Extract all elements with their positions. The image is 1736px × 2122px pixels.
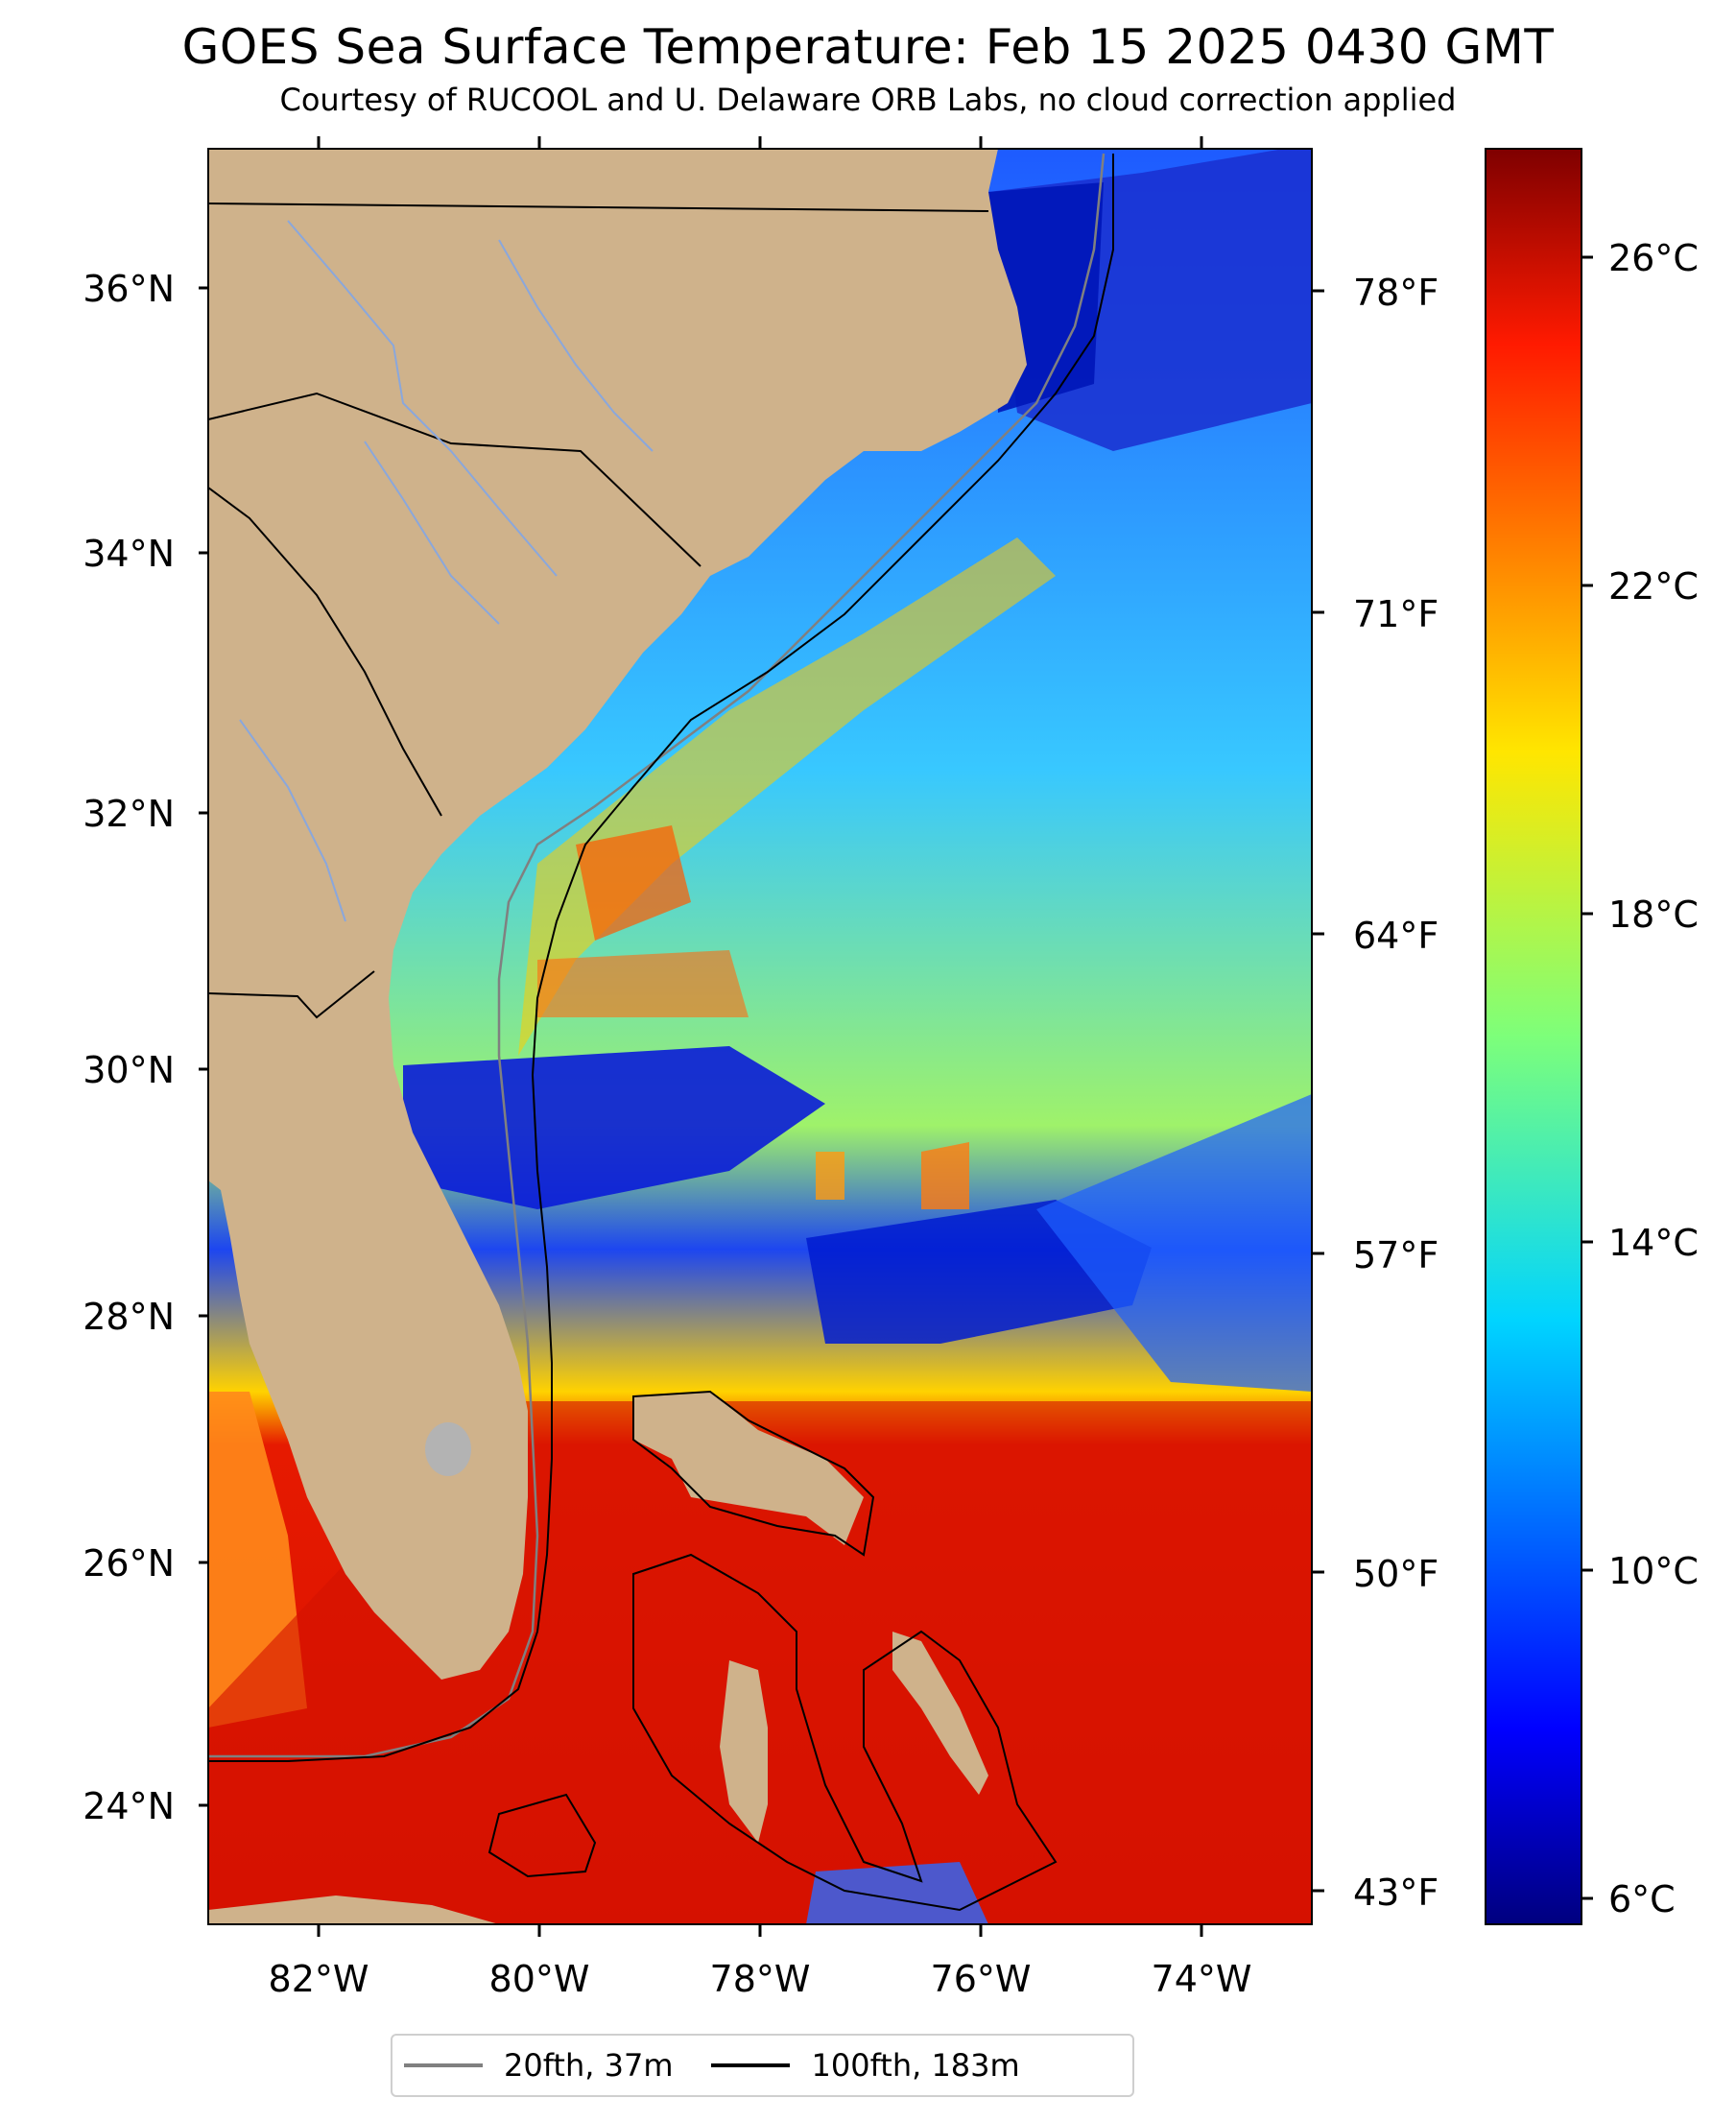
f-tick-57: 57°F — [1353, 1234, 1439, 1276]
island-grand-bahama — [633, 1392, 864, 1545]
lat-tick-26: 26°N — [83, 1542, 175, 1585]
bahamas-bank-100fth — [632, 1390, 875, 1557]
isobath-legend: 20fth, 37m 100fth, 183m — [391, 2034, 1134, 2097]
fahrenheit-axis: 78°F 71°F 64°F 57°F 50°F 43°F — [1312, 272, 1439, 1914]
lon-tick-76: 76°W — [931, 1958, 1032, 2000]
c-tick-6: 6°C — [1608, 1878, 1676, 1920]
lat-tick-34: 34°N — [83, 533, 175, 575]
legend-item-100fth: 100fth, 183m — [711, 2047, 1020, 2084]
island-andros — [720, 1660, 768, 1843]
lat-tick-36: 36°N — [83, 268, 175, 310]
f-tick-71: 71°F — [1353, 593, 1439, 635]
island-eleuthera — [892, 1632, 988, 1795]
longitude-axis: 82°W 80°W 78°W 76°W 74°W — [269, 136, 1252, 2000]
c-tick-26: 26°C — [1608, 237, 1699, 279]
legend-label-20fth: 20fth, 37m — [504, 2047, 674, 2084]
c-tick-10: 10°C — [1608, 1550, 1699, 1592]
f-tick-50: 50°F — [1353, 1553, 1439, 1595]
lat-tick-28: 28°N — [83, 1296, 175, 1338]
legend-item-20fth: 20fth, 37m — [404, 2047, 673, 2084]
colorbar: 26°C 22°C 18°C 14°C 10°C 6°C — [1485, 148, 1699, 1925]
colorbar-gradient — [1485, 148, 1582, 1925]
c-tick-14: 14°C — [1608, 1222, 1699, 1264]
c-tick-22: 22°C — [1608, 565, 1699, 608]
lon-tick-74: 74°W — [1152, 1958, 1252, 2000]
island-cuba — [208, 1895, 499, 1924]
latitude-axis: 24°N 26°N 28°N 30°N 32°N 34°N 36°N — [83, 268, 208, 1827]
f-tick-64: 64°F — [1353, 915, 1439, 957]
lat-tick-24: 24°N — [83, 1785, 175, 1827]
legend-swatch-20fth — [404, 2063, 483, 2067]
land-areas — [208, 149, 1027, 1924]
lon-tick-82: 82°W — [269, 1958, 369, 2000]
isobath-lines — [208, 153, 1114, 1912]
isobath-20fth — [208, 153, 1106, 1758]
f-tick-78: 78°F — [1353, 272, 1439, 314]
lon-tick-80: 80°W — [489, 1958, 590, 2000]
f-tick-43: 43°F — [1353, 1872, 1439, 1914]
lake-okeechobee — [425, 1422, 471, 1476]
us-mainland — [208, 149, 1027, 1680]
isobath-100fth — [208, 154, 1114, 1762]
legend-label-100fth: 100fth, 183m — [811, 2047, 1020, 2084]
lon-tick-78: 78°W — [710, 1958, 811, 2000]
cay-sal-bank-outline — [488, 1793, 597, 1878]
lat-tick-32: 32°N — [83, 793, 175, 835]
great-bahama-bank-outline — [632, 1553, 1058, 1912]
lat-tick-30: 30°N — [83, 1049, 175, 1091]
legend-swatch-100fth — [711, 2063, 791, 2067]
c-tick-18: 18°C — [1608, 894, 1699, 936]
map-subtitle: Courtesy of RUCOOL and U. Delaware ORB L… — [279, 82, 1457, 118]
map-title: GOES Sea Surface Temperature: Feb 15 202… — [181, 19, 1555, 75]
